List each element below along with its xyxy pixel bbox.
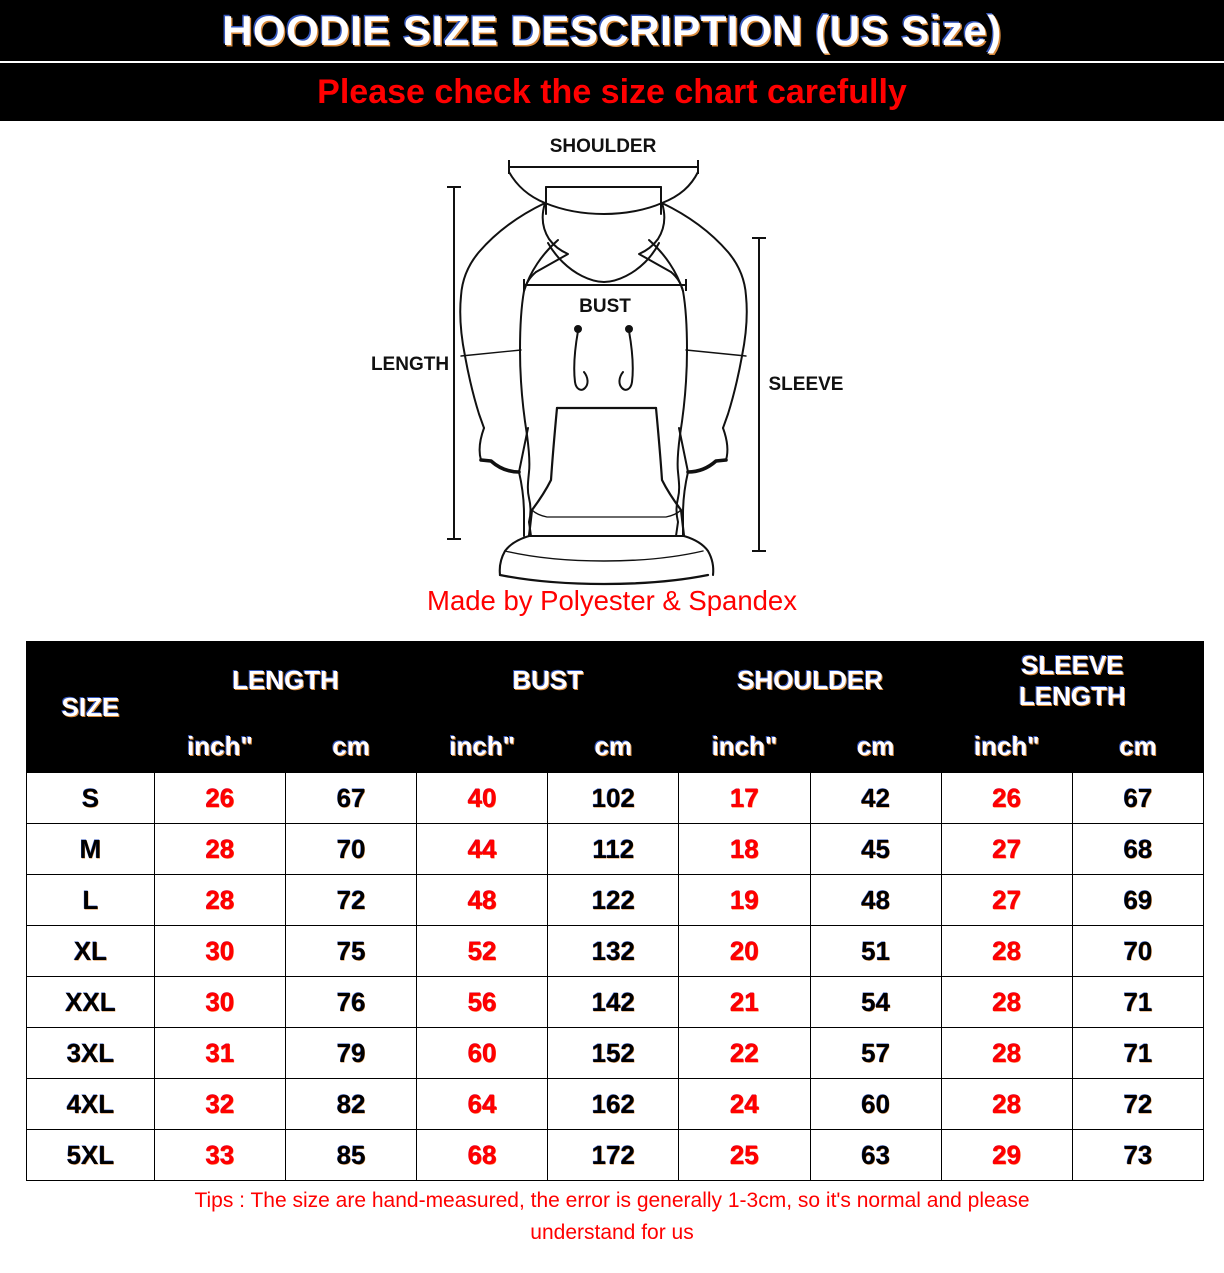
svg-text:LENGTH: LENGTH — [371, 354, 449, 375]
svg-text:SHOULDER: SHOULDER — [550, 136, 657, 157]
svg-text:SLEEVE: SLEEVE — [769, 374, 844, 395]
svg-text:BUST: BUST — [579, 296, 631, 317]
